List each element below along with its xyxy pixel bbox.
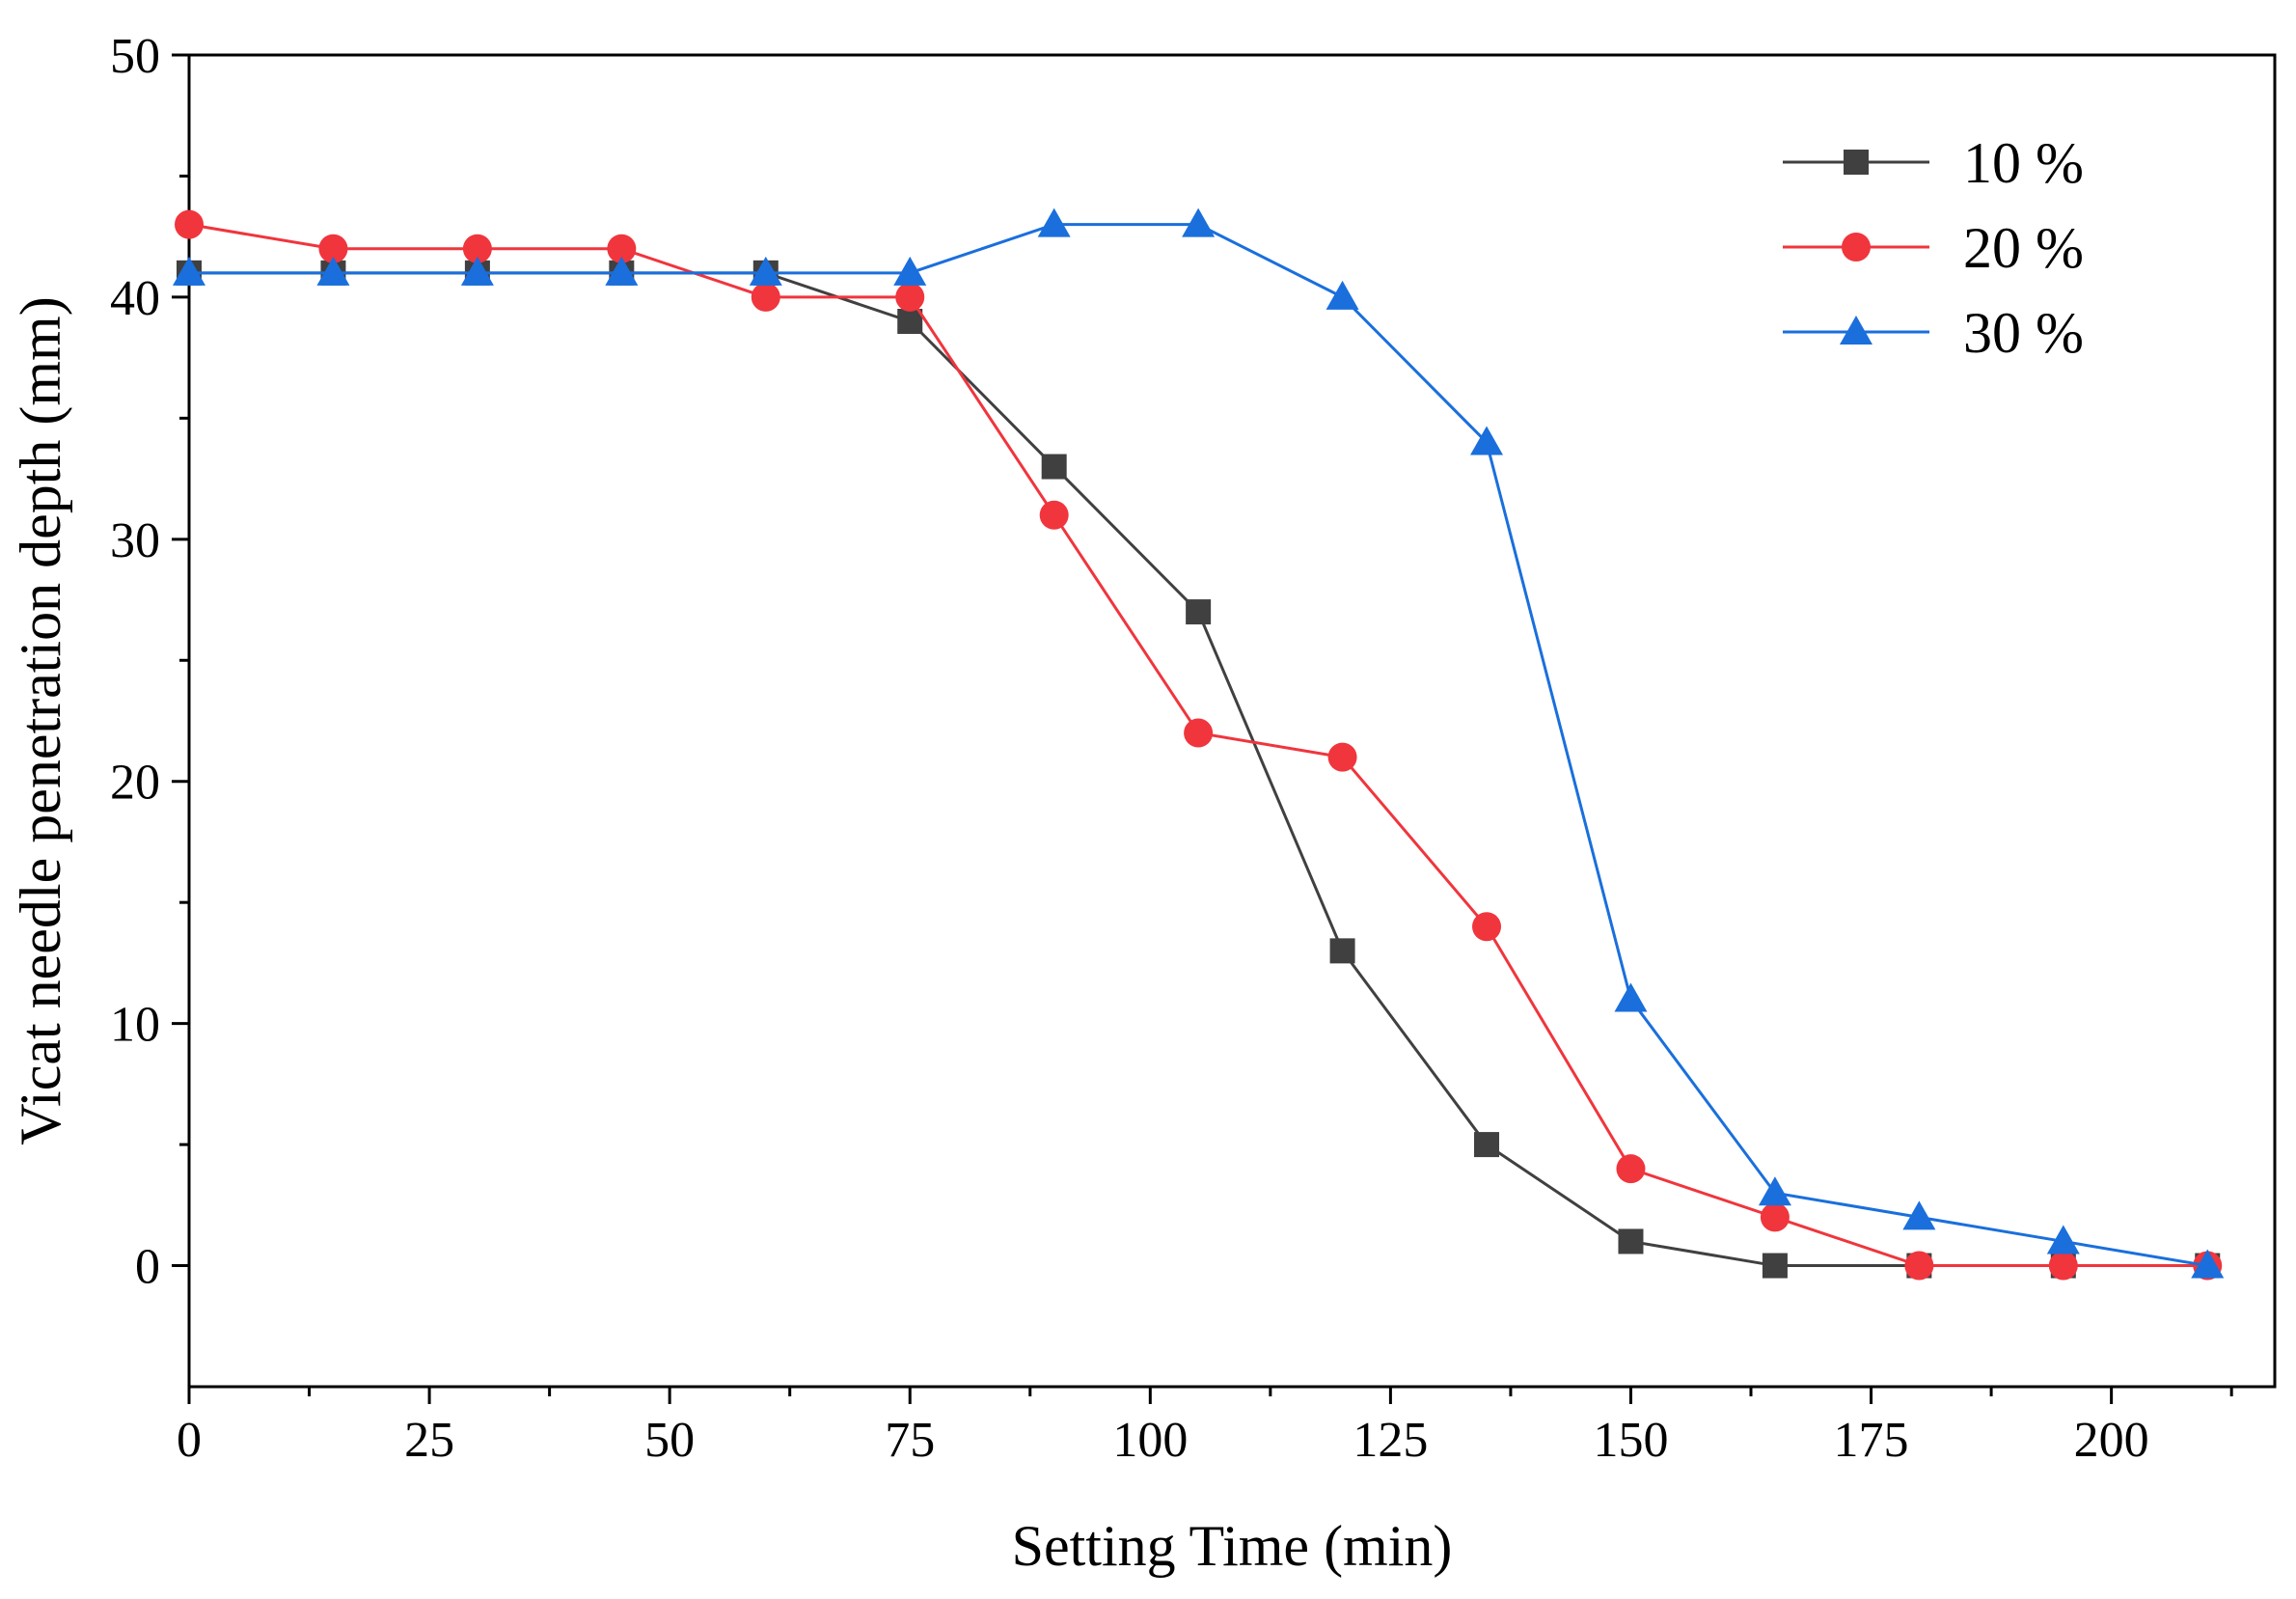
- data-point: [1614, 982, 1648, 1012]
- data-point: [173, 256, 205, 286]
- data-point: [1758, 1176, 1791, 1206]
- plot-frame: [187, 53, 2277, 1389]
- data-point: [460, 256, 494, 286]
- x-tick-label: 100: [1112, 1413, 1188, 1468]
- legend-item: 20 %: [1783, 216, 2084, 280]
- data-point: [316, 256, 350, 286]
- data-point: [462, 234, 492, 263]
- y-tick-label: 40: [110, 271, 160, 326]
- x-tick-label: 0: [177, 1413, 202, 1468]
- x-axis-title: Setting Time (min): [1012, 1514, 1453, 1578]
- legend-marker: [1844, 150, 1869, 175]
- axis-ticks: 0 25 50 75 100 125 150 175 200 0 10 20 30 40 50: [110, 29, 2233, 1468]
- x-tick-label: 75: [885, 1413, 935, 1468]
- data-point: [1182, 207, 1216, 237]
- data-point: [1327, 742, 1357, 772]
- legend-item: 30 %: [1783, 301, 2084, 365]
- x-tick-label: 175: [1834, 1413, 1909, 1468]
- x-tick-label: 200: [2074, 1413, 2149, 1468]
- data-point: [1902, 1200, 1936, 1230]
- data-point: [1041, 454, 1067, 480]
- data-point: [1474, 1132, 1500, 1158]
- data-point: [895, 282, 925, 312]
- data-point: [1329, 938, 1355, 964]
- data-point: [749, 256, 782, 286]
- legend: 10 % 20 % 30 %: [1783, 131, 2084, 365]
- y-axis-title: Vicat needle penetration depth (mm): [9, 296, 72, 1144]
- y-tick-label: 0: [135, 1240, 160, 1295]
- y-tick-label: 30: [110, 513, 160, 568]
- data-point: [2048, 1251, 2078, 1281]
- data-point: [175, 209, 204, 239]
- y-tick-label: 10: [110, 998, 160, 1053]
- data-point: [607, 234, 637, 263]
- data-point: [1326, 280, 1359, 310]
- data-point: [2191, 1249, 2225, 1279]
- legend-label: 20 %: [1963, 216, 2084, 280]
- series-line: [189, 271, 2208, 1268]
- legend-item: 10 %: [1783, 131, 2084, 195]
- data-point: [605, 256, 639, 286]
- y-tick-label: 50: [110, 29, 160, 84]
- data-point: [893, 256, 927, 286]
- data-point: [1184, 718, 1214, 748]
- data-point: [1039, 500, 1069, 530]
- data-point: [1760, 1202, 1790, 1232]
- data-point: [751, 282, 780, 312]
- data-point: [318, 234, 348, 263]
- legend-marker: [1842, 233, 1871, 262]
- data-point: [1904, 1251, 1934, 1281]
- data-point: [1762, 1253, 1788, 1279]
- y-tick-label: 20: [110, 756, 160, 811]
- series-2: [175, 209, 2223, 1281]
- series-layer: [173, 207, 2225, 1281]
- legend-label: 10 %: [1963, 131, 2084, 195]
- data-point: [1616, 1154, 1646, 1184]
- data-point: [1618, 1228, 1644, 1254]
- data-point: [2046, 1225, 2080, 1254]
- series-1: [177, 260, 2221, 1279]
- legend-marker: [1840, 316, 1872, 345]
- x-tick-label: 125: [1353, 1413, 1428, 1468]
- data-point: [1472, 912, 1502, 942]
- x-tick-label: 150: [1593, 1413, 1668, 1468]
- data-point: [897, 309, 923, 334]
- x-tick-label: 25: [404, 1413, 454, 1468]
- data-point: [1037, 207, 1071, 237]
- legend-label: 30 %: [1963, 301, 2084, 365]
- x-tick-label: 50: [644, 1413, 695, 1468]
- data-point: [1186, 599, 1212, 625]
- data-point: [1470, 426, 1504, 455]
- series-3: [173, 207, 2225, 1279]
